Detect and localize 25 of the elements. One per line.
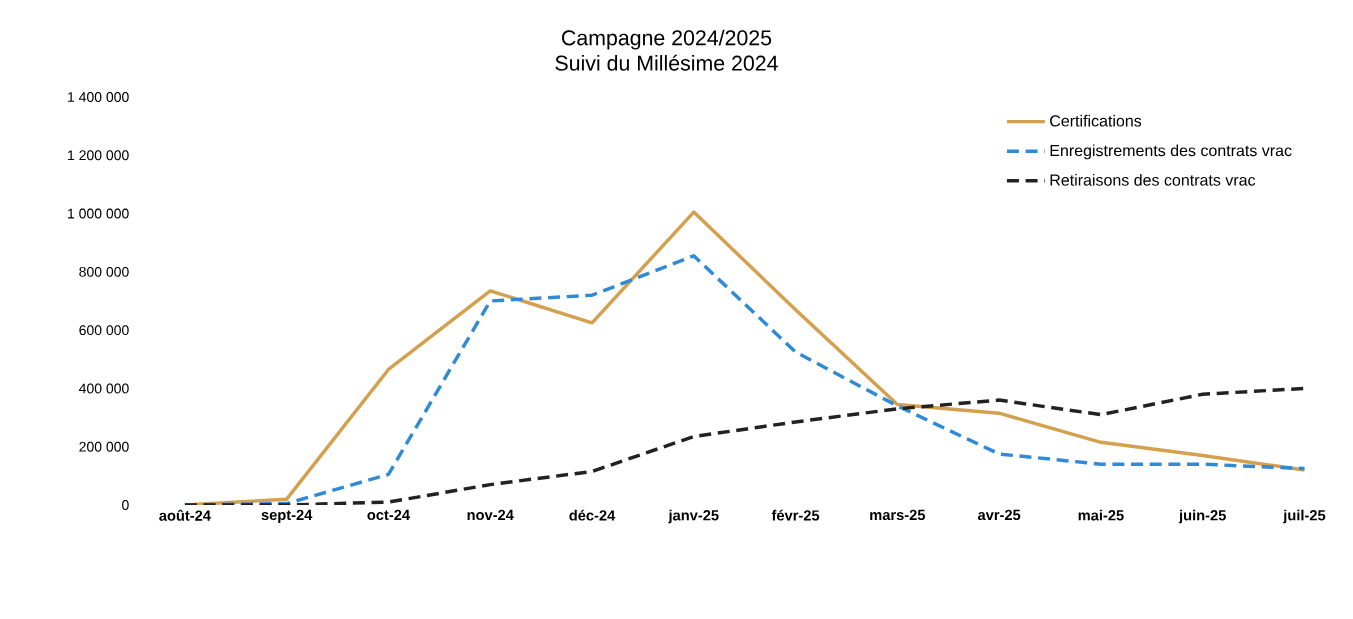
y-tick-label: 0 — [122, 500, 129, 510]
x-tick-label: mars-25 — [870, 509, 926, 521]
x-tick-label: avr-25 — [977, 509, 1021, 521]
y-tick-label: 200 000 — [79, 441, 129, 452]
x-tick-label: août-24 — [159, 509, 211, 521]
y-tick-label: 1 200 000 — [68, 150, 129, 161]
y-tick-label: 1 400 000 — [68, 92, 129, 102]
x-tick-label: févr-25 — [771, 509, 820, 521]
y-tick-label: 800 000 — [79, 266, 129, 277]
chart-subtitle: Suivi du Millésime 2024 — [555, 54, 778, 71]
x-tick-label: juin-25 — [1178, 509, 1226, 524]
y-tick-label: 1 000 000 — [68, 208, 129, 219]
legend-label: Retiraisons des contrats vrac — [1050, 174, 1256, 186]
x-tick-label: juil-25 — [1283, 509, 1326, 524]
x-tick-label: janv-25 — [668, 509, 719, 524]
x-tick-label: oct-24 — [367, 509, 410, 521]
y-tick-label: 400 000 — [79, 383, 129, 394]
legend-label: Enregistrements des contrats vrac — [1050, 144, 1292, 160]
y-tick-label: 600 000 — [79, 325, 129, 336]
x-tick-label: déc-24 — [569, 509, 616, 521]
x-tick-label: mai-25 — [1078, 509, 1124, 521]
x-tick-label: sept-24 — [261, 509, 313, 523]
legend-label: Certifications — [1050, 114, 1142, 127]
x-tick-label: nov-24 — [467, 509, 514, 521]
chart-title: Campagne 2024/2025 — [562, 29, 772, 50]
